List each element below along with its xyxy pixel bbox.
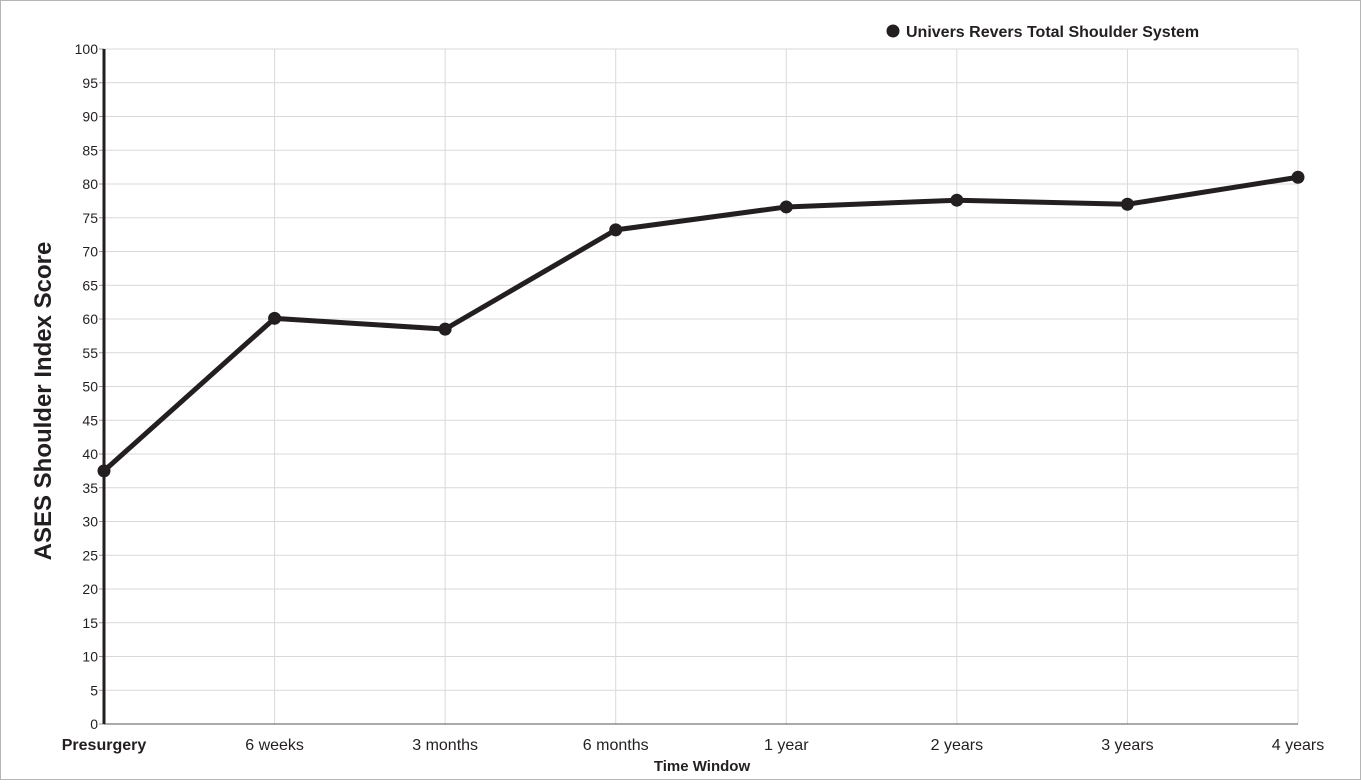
x-axis-title: Time Window [654, 758, 751, 775]
x-tick-label: 6 weeks [245, 737, 304, 754]
legend: Univers Revers Total Shoulder System [886, 24, 1199, 41]
y-tick-label: 25 [82, 547, 98, 563]
y-tick-label: 50 [82, 379, 98, 395]
y-tick-label: 70 [82, 244, 98, 260]
x-tick-label: 3 years [1101, 737, 1153, 754]
data-point [609, 223, 623, 237]
y-tick-label: 15 [82, 615, 98, 631]
data-point [97, 464, 111, 478]
x-tick-label: 2 years [931, 737, 983, 754]
y-tick-label: 45 [82, 412, 98, 428]
y-tick-label: 80 [82, 176, 98, 192]
y-tick-label: 35 [82, 480, 98, 496]
data-point [1291, 170, 1305, 184]
y-tick-label: 20 [82, 581, 98, 597]
axes: 0 5 10 15 20 25 30 35 40 45 50 55 60 65 70 75 80 85 90 95 10… [62, 41, 1324, 754]
x-tick-label: 3 months [412, 737, 478, 754]
y-tick-label: 95 [82, 75, 98, 91]
y-tick-label: 40 [82, 446, 98, 462]
y-tick-label: 65 [82, 277, 98, 293]
legend-label: Univers Revers Total Shoulder System [906, 24, 1199, 41]
y-tick-label: 60 [82, 311, 98, 327]
x-tick-label: 4 years [1272, 737, 1324, 754]
data-point [950, 193, 964, 207]
y-tick-label: 10 [82, 649, 98, 665]
data-point [268, 311, 282, 325]
gridlines [104, 48, 1299, 724]
legend-marker [886, 24, 900, 38]
x-tick-label: 6 months [583, 737, 649, 754]
data-point [438, 322, 452, 336]
y-tick-label: 55 [82, 345, 98, 361]
y-tick-label: 100 [75, 41, 99, 57]
series [97, 170, 1305, 478]
data-point [779, 200, 793, 214]
x-tick-label: 1 year [764, 737, 809, 754]
y-tick-label: 5 [90, 682, 98, 698]
data-point [1120, 197, 1134, 211]
y-tick-label: 0 [90, 716, 98, 732]
y-tick-label: 75 [82, 210, 98, 226]
y-tick-label: 85 [82, 142, 98, 158]
y-tick-label: 30 [82, 514, 98, 530]
series-line [101, 174, 1301, 474]
x-tick-label: Presurgery [62, 737, 147, 754]
y-axis-title: ASES Shoulder Index Score [30, 242, 57, 561]
y-tick-label: 90 [82, 109, 98, 125]
